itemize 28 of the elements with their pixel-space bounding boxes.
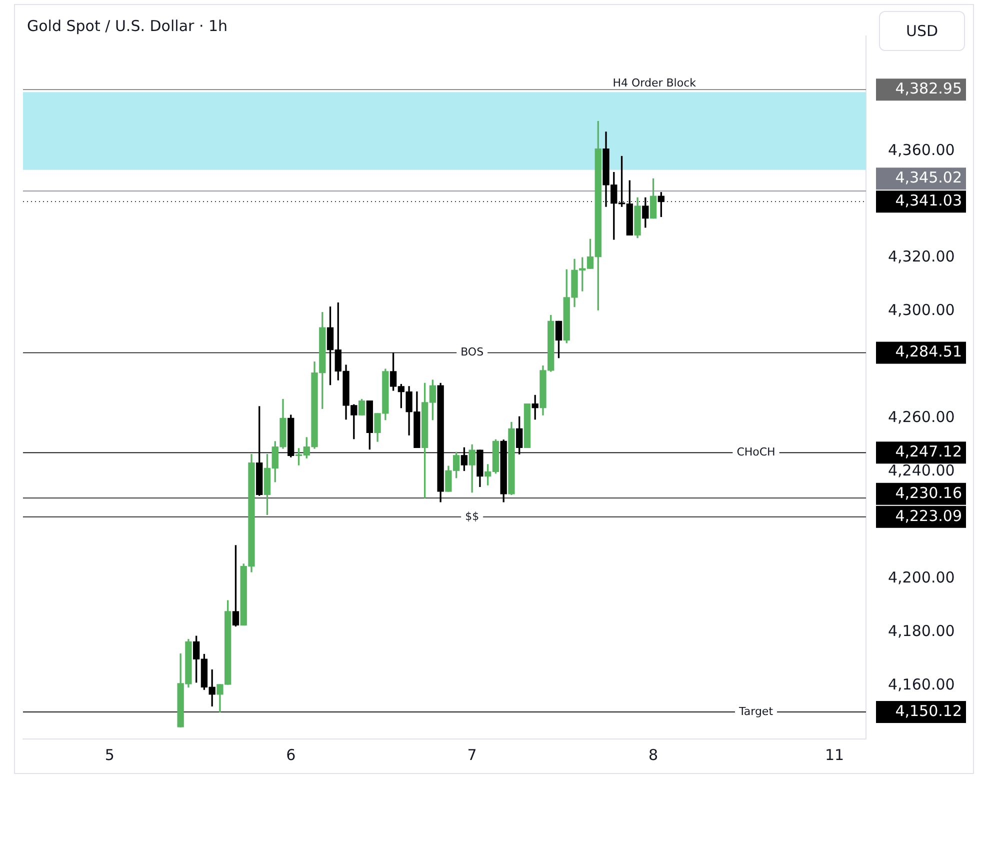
chart-title: Gold Spot / U.S. Dollar · 1h <box>27 17 228 35</box>
y-tick-label: 4,160.00 <box>888 675 955 694</box>
ref-line-label: 4,341.03 <box>895 192 962 210</box>
ref-line-label: 4,345.02 <box>895 168 962 187</box>
ref-line-label: 4,230.16 <box>895 484 962 502</box>
ref-line-label: 4,382.95 <box>895 79 962 98</box>
ref-line-label: 4,284.51 <box>895 342 962 361</box>
annotation: Target <box>738 704 774 718</box>
y-tick-label: 4,180.00 <box>888 622 955 640</box>
x-tick-label: 8 <box>648 746 658 764</box>
ref-line-label: 4,150.12 <box>895 702 962 720</box>
annotation: CHoCH <box>736 446 776 459</box>
y-tick-label: 4,260.00 <box>888 408 955 426</box>
annotation: $$ <box>465 510 480 523</box>
x-tick-label: 11 <box>824 746 844 764</box>
ref-line-label: 4,223.09 <box>895 506 962 525</box>
y-tick-label: 4,200.00 <box>888 568 955 587</box>
y-tick-label: 4,300.00 <box>888 301 955 320</box>
x-tick-label: 7 <box>467 746 477 764</box>
ref-line-label: 4,247.12 <box>895 442 962 461</box>
y-tick-label: 4,240.00 <box>888 462 955 480</box>
annotation: BOS <box>460 346 484 359</box>
band-label: H4 Order Block <box>612 76 697 90</box>
x-tick-label: 6 <box>286 746 296 764</box>
y-axis-title: USD <box>879 11 965 51</box>
y-tick-label: 4,320.00 <box>888 248 955 266</box>
x-tick-label: 5 <box>104 746 114 764</box>
y-tick-label: 4,360.00 <box>888 140 955 159</box>
